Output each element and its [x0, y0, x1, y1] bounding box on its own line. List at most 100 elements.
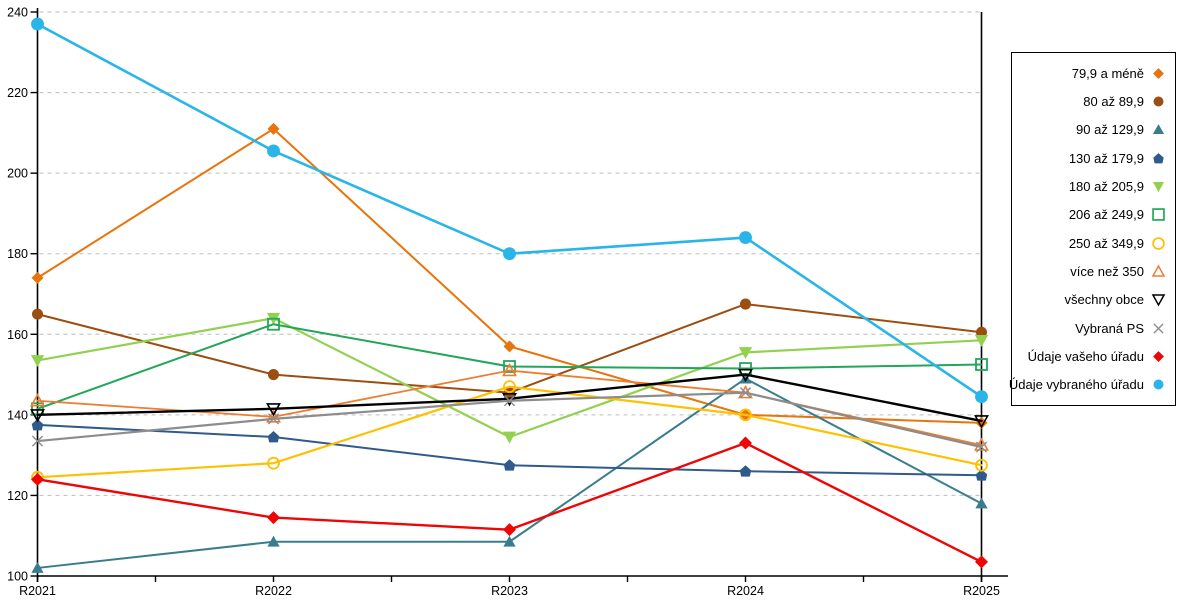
data-point-marker [1152, 124, 1165, 135]
data-point-marker [266, 403, 281, 417]
legend-marker-icon [1153, 152, 1164, 163]
chart-legend: 79,9 a méně 80 až 89,9 90 až 129,9 130 až 1… [1008, 52, 1176, 406]
data-point-marker [1153, 152, 1164, 163]
data-point-marker [267, 144, 280, 158]
y-axis-tick-label: 220 [7, 86, 28, 100]
data-point-marker [739, 231, 752, 245]
data-point-marker [1153, 323, 1164, 334]
legend-item: 90 až 129,9 [1012, 119, 1175, 141]
legend-marker-icon [1153, 379, 1164, 390]
x-axis-tick-label: R2025 [963, 584, 1000, 598]
x-axis-tick-label: R2024 [727, 584, 764, 598]
chart-series [30, 312, 989, 444]
chart-series [31, 317, 988, 416]
data-point-marker [503, 395, 516, 407]
data-point-marker [31, 472, 44, 486]
data-point-marker [267, 317, 280, 331]
legend-marker-icon [1153, 351, 1164, 363]
legend-marker-icon [1151, 294, 1166, 307]
data-point-marker [739, 465, 752, 477]
data-point-marker [267, 413, 280, 425]
data-point-marker [31, 435, 44, 447]
data-point-marker [30, 409, 45, 423]
chart-series [31, 372, 988, 573]
data-point-marker [975, 441, 988, 453]
chart-series [31, 122, 988, 429]
y-axis-tick-label: 100 [7, 570, 28, 584]
legend-item-label: více než 350 [1070, 264, 1144, 280]
data-point-marker [739, 372, 752, 384]
legend-item-label: 79,9 a méně [1071, 65, 1144, 81]
data-point-marker [739, 436, 752, 450]
data-point-marker [1153, 351, 1164, 363]
data-point-marker [31, 561, 44, 573]
x-axis-tick-label: R2023 [491, 584, 528, 598]
data-point-marker [502, 362, 517, 377]
x-axis-tick-label: R2022 [255, 584, 292, 598]
legend-marker-icon [1153, 96, 1164, 107]
data-point-marker [975, 390, 988, 404]
series-line [36, 385, 983, 479]
legend-item-label: všechny obce [1064, 292, 1145, 308]
y-axis-tick-label: 160 [7, 328, 28, 342]
y-axis-tick-label: 200 [7, 167, 28, 181]
legend-item-label: 130 až 179,9 [1068, 150, 1144, 166]
data-point-marker [975, 358, 988, 371]
data-point-marker [31, 418, 44, 431]
legend-item: Vybraná PS [1012, 317, 1175, 339]
data-point-marker [1153, 96, 1164, 107]
legend-item-label: Vybraná PS [1075, 320, 1144, 336]
chart-series [31, 380, 988, 484]
data-point-marker [267, 535, 280, 547]
legend-item: 206 až 249,9 [1012, 204, 1175, 226]
legend-marker-icon [1152, 181, 1165, 192]
legend-marker-icon [1151, 264, 1166, 277]
chart-series [31, 436, 988, 569]
data-point-marker [503, 459, 516, 471]
legend-item: 180 až 205,9 [1012, 175, 1175, 197]
legend-item-label: 206 až 249,9 [1068, 207, 1144, 223]
data-point-marker [974, 334, 989, 347]
data-point-marker [975, 458, 988, 472]
data-point-marker [503, 360, 516, 373]
y-axis-tick-label: 240 [7, 6, 28, 20]
legend-item: Údaje vašeho úřadu [1012, 346, 1175, 368]
y-axis-tick-label: 140 [7, 408, 28, 422]
data-point-marker [503, 340, 516, 353]
data-point-marker [738, 368, 753, 383]
legend-item-label: 80 až 89,9 [1083, 93, 1144, 109]
data-point-marker [267, 122, 280, 135]
data-point-marker [739, 408, 752, 422]
data-point-marker [1152, 181, 1165, 192]
legend-item: 250 až 349,9 [1012, 232, 1175, 254]
y-axis-tick-label: 120 [7, 489, 28, 503]
series-line [36, 323, 983, 410]
legend-marker-icon [1153, 323, 1164, 334]
data-point-marker [975, 555, 988, 569]
series-line [36, 373, 983, 423]
legend-marker-icon [1152, 208, 1165, 222]
data-point-marker [31, 308, 44, 320]
data-point-marker [30, 355, 45, 367]
legend-marker-icon [1152, 236, 1165, 250]
legend-item: 79,9 a méně [1012, 62, 1175, 84]
data-point-marker [502, 393, 517, 407]
chart-series [31, 418, 988, 481]
series-line [36, 317, 983, 439]
data-point-marker [267, 456, 280, 470]
legend-marker-icon [1153, 67, 1164, 79]
chart-series [30, 368, 989, 429]
data-point-marker [739, 298, 752, 310]
legend-item-label: Údaje vybraného úřadu [1008, 377, 1144, 393]
legend-item: 130 až 179,9 [1012, 147, 1175, 169]
data-point-marker [267, 511, 280, 525]
data-point-marker [975, 469, 988, 481]
data-point-marker [503, 535, 516, 547]
legend-item-label: Údaje vašeho úřadu [1027, 349, 1144, 365]
data-point-marker [1151, 294, 1166, 307]
legend-item: více než 350 [1012, 261, 1175, 283]
data-point-marker [1152, 236, 1165, 250]
data-point-marker [1153, 67, 1164, 79]
